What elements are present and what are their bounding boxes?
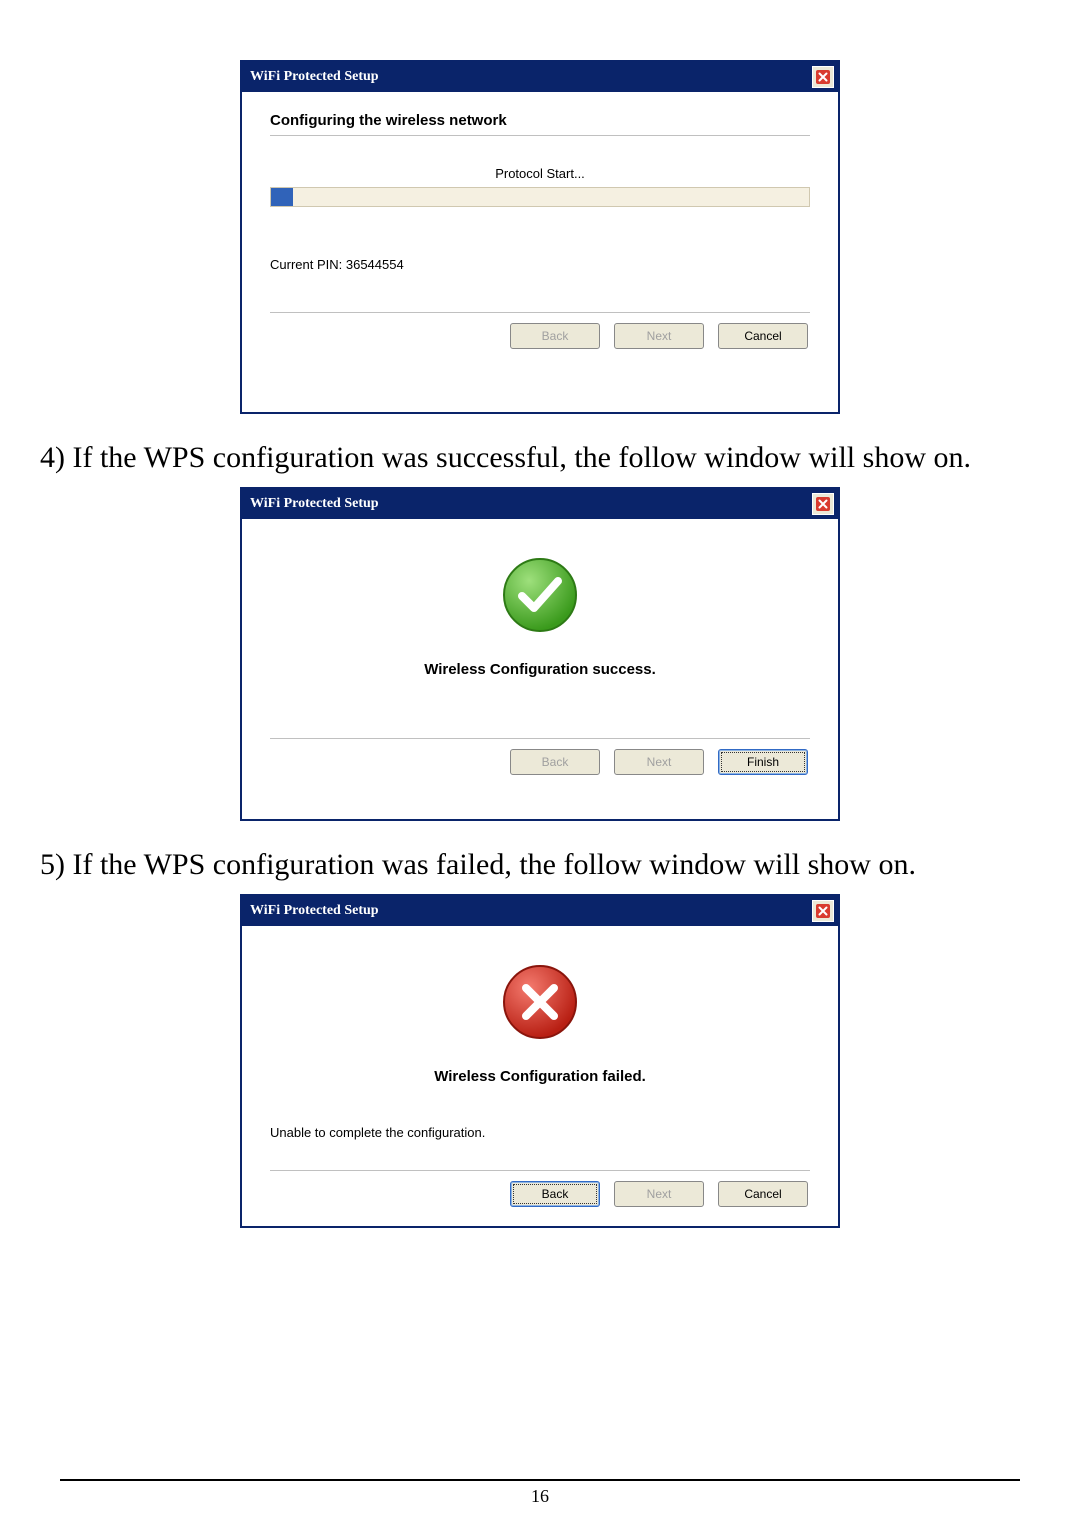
failed-icon <box>270 962 810 1042</box>
titlebar: WiFi Protected Setup <box>242 62 838 92</box>
dialog-body: Wireless Configuration success. Back Nex… <box>242 519 838 819</box>
progress-fill <box>271 188 293 206</box>
sub-text: Unable to complete the configuration. <box>270 1125 810 1140</box>
back-button[interactable]: Back <box>510 1181 600 1207</box>
back-button: Back <box>510 749 600 775</box>
wps-dialog-failed: WiFi Protected Setup <box>240 894 840 1228</box>
cancel-button[interactable]: Cancel <box>718 1181 808 1207</box>
caption-failed: 5) If the WPS configuration was failed, … <box>40 845 1040 884</box>
button-row: Back Next Cancel <box>270 323 810 349</box>
progress-label: Protocol Start... <box>270 166 810 181</box>
page-number: 16 <box>0 1486 1080 1507</box>
close-icon[interactable] <box>812 493 834 515</box>
next-button: Next <box>614 1181 704 1207</box>
finish-button[interactable]: Finish <box>718 749 808 775</box>
pin-text: Current PIN: 36544554 <box>270 257 810 272</box>
titlebar: WiFi Protected Setup <box>242 896 838 926</box>
status-text: Wireless Configuration success. <box>270 661 810 678</box>
caption-success: 4) If the WPS configuration was successf… <box>40 438 1040 477</box>
progress-bar <box>270 187 810 207</box>
wps-dialog-progress: WiFi Protected Setup Configuring the wir… <box>240 60 840 414</box>
button-row: Back Next Cancel <box>270 1181 810 1207</box>
footer-rule <box>60 1479 1020 1481</box>
divider-bottom <box>270 312 810 313</box>
page-container: WiFi Protected Setup Configuring the wir… <box>0 0 1080 1288</box>
success-icon <box>270 555 810 635</box>
cancel-button[interactable]: Cancel <box>718 323 808 349</box>
status-text: Wireless Configuration failed. <box>270 1068 810 1085</box>
button-row: Back Next Finish <box>270 749 810 775</box>
dialog-body: Configuring the wireless network Protoco… <box>242 92 838 412</box>
wps-dialog-success: WiFi Protected Setup <box>240 487 840 821</box>
divider <box>270 135 810 136</box>
titlebar-text: WiFi Protected Setup <box>250 903 379 919</box>
next-button: Next <box>614 749 704 775</box>
close-icon[interactable] <box>812 900 834 922</box>
back-button: Back <box>510 323 600 349</box>
divider-bottom <box>270 738 810 739</box>
divider-bottom <box>270 1170 810 1171</box>
dialog-heading: Configuring the wireless network <box>270 112 810 129</box>
close-icon[interactable] <box>812 66 834 88</box>
titlebar-text: WiFi Protected Setup <box>250 69 379 85</box>
titlebar: WiFi Protected Setup <box>242 489 838 519</box>
titlebar-text: WiFi Protected Setup <box>250 496 379 512</box>
dialog-body: Wireless Configuration failed. Unable to… <box>242 926 838 1226</box>
next-button: Next <box>614 323 704 349</box>
